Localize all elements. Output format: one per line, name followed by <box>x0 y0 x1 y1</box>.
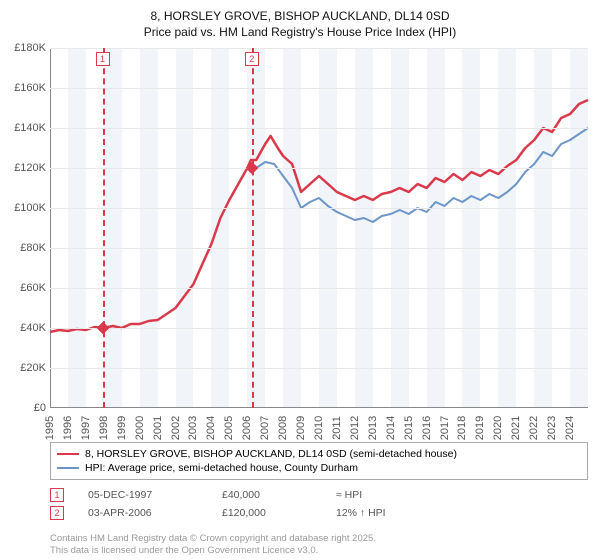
y-tick-label: £140K <box>14 122 50 134</box>
gridline <box>50 208 588 209</box>
y-tick-label: £60K <box>20 282 50 294</box>
sale-marker-1: 1 <box>50 488 64 502</box>
x-tick-label: 2024 <box>564 416 576 440</box>
x-tick-label: 2003 <box>187 416 199 440</box>
x-tick-label: 1995 <box>44 416 56 440</box>
x-tick-label: 1996 <box>62 416 74 440</box>
gridline <box>50 368 588 369</box>
sale-price: £40,000 <box>222 489 312 501</box>
x-tick-label: 2005 <box>223 416 235 440</box>
y-tick-label: £20K <box>20 362 50 374</box>
sale-price: £120,000 <box>222 507 312 519</box>
gridline <box>50 88 588 89</box>
sale-hpi: 12% ↑ HPI <box>336 507 426 519</box>
sale-hpi: ≈ HPI <box>336 489 426 501</box>
chart-container: 8, HORSLEY GROVE, BISHOP AUCKLAND, DL14 … <box>0 0 600 560</box>
x-tick-label: 2009 <box>295 416 307 440</box>
x-tick-label: 2006 <box>241 416 253 440</box>
title-line-2: Price paid vs. HM Land Registry's House … <box>0 24 600 40</box>
x-tick-label: 1999 <box>116 416 128 440</box>
gridline <box>50 128 588 129</box>
y-tick-label: £80K <box>20 242 50 254</box>
x-tick-label: 2013 <box>367 416 379 440</box>
x-tick-label: 2007 <box>259 416 271 440</box>
gridline <box>50 248 588 249</box>
x-tick-label: 2008 <box>277 416 289 440</box>
x-tick-label: 2010 <box>313 416 325 440</box>
y-tick-label: £180K <box>14 42 50 54</box>
x-tick-label: 2017 <box>439 416 451 440</box>
x-tick-label: 2019 <box>474 416 486 440</box>
footnote-line-1: Contains HM Land Registry data © Crown c… <box>50 533 376 544</box>
reference-marker: 1 <box>96 52 110 66</box>
title-line-1: 8, HORSLEY GROVE, BISHOP AUCKLAND, DL14 … <box>0 8 600 24</box>
series-property <box>50 100 588 332</box>
sales-row: 1 05-DEC-1997 £40,000 ≈ HPI <box>50 486 588 504</box>
y-tick-label: £100K <box>14 202 50 214</box>
x-tick-label: 2018 <box>456 416 468 440</box>
x-tick-label: 2011 <box>331 416 343 440</box>
reference-marker: 2 <box>245 52 259 66</box>
x-tick-label: 1998 <box>98 416 110 440</box>
legend-item-hpi: HPI: Average price, semi-detached house,… <box>57 461 581 475</box>
sale-date: 03-APR-2006 <box>88 507 198 519</box>
y-tick-label: £120K <box>14 162 50 174</box>
reference-line <box>103 48 105 408</box>
legend-item-property: 8, HORSLEY GROVE, BISHOP AUCKLAND, DL14 … <box>57 447 581 461</box>
gridline <box>50 288 588 289</box>
x-tick-label: 1997 <box>80 416 92 440</box>
x-tick-label: 2004 <box>205 416 217 440</box>
plot-area: £0£20K£40K£60K£80K£100K£120K£140K£160K£1… <box>50 48 588 408</box>
x-tick-label: 2014 <box>385 416 397 440</box>
x-tick-label: 2000 <box>134 416 146 440</box>
x-tick-label: 2012 <box>349 416 361 440</box>
gridline <box>50 168 588 169</box>
x-tick-label: 2022 <box>528 416 540 440</box>
sale-marker-2: 2 <box>50 506 64 520</box>
sales-table: 1 05-DEC-1997 £40,000 ≈ HPI 2 03-APR-200… <box>50 486 588 522</box>
footnote: Contains HM Land Registry data © Crown c… <box>50 533 376 556</box>
line-series-svg <box>50 48 588 408</box>
reference-line <box>252 48 254 408</box>
y-tick-label: £160K <box>14 82 50 94</box>
gridline <box>50 328 588 329</box>
gridline <box>50 48 588 49</box>
x-tick-label: 2015 <box>403 416 415 440</box>
legend: 8, HORSLEY GROVE, BISHOP AUCKLAND, DL14 … <box>50 442 588 480</box>
x-tick-label: 2001 <box>152 416 164 440</box>
x-tick-label: 2020 <box>492 416 504 440</box>
legend-label-hpi: HPI: Average price, semi-detached house,… <box>85 462 358 474</box>
sale-date: 05-DEC-1997 <box>88 489 198 501</box>
footnote-line-2: This data is licensed under the Open Gov… <box>50 545 376 556</box>
x-tick-label: 2021 <box>510 416 522 440</box>
legend-swatch-property <box>57 453 79 455</box>
x-tick-label: 2002 <box>170 416 182 440</box>
sales-row: 2 03-APR-2006 £120,000 12% ↑ HPI <box>50 504 588 522</box>
y-tick-label: £40K <box>20 322 50 334</box>
x-tick-label: 2016 <box>421 416 433 440</box>
x-tick-label: 2023 <box>546 416 558 440</box>
chart-title: 8, HORSLEY GROVE, BISHOP AUCKLAND, DL14 … <box>0 0 600 40</box>
y-tick-label: £0 <box>34 402 50 414</box>
legend-label-property: 8, HORSLEY GROVE, BISHOP AUCKLAND, DL14 … <box>85 448 457 460</box>
legend-swatch-hpi <box>57 467 79 469</box>
